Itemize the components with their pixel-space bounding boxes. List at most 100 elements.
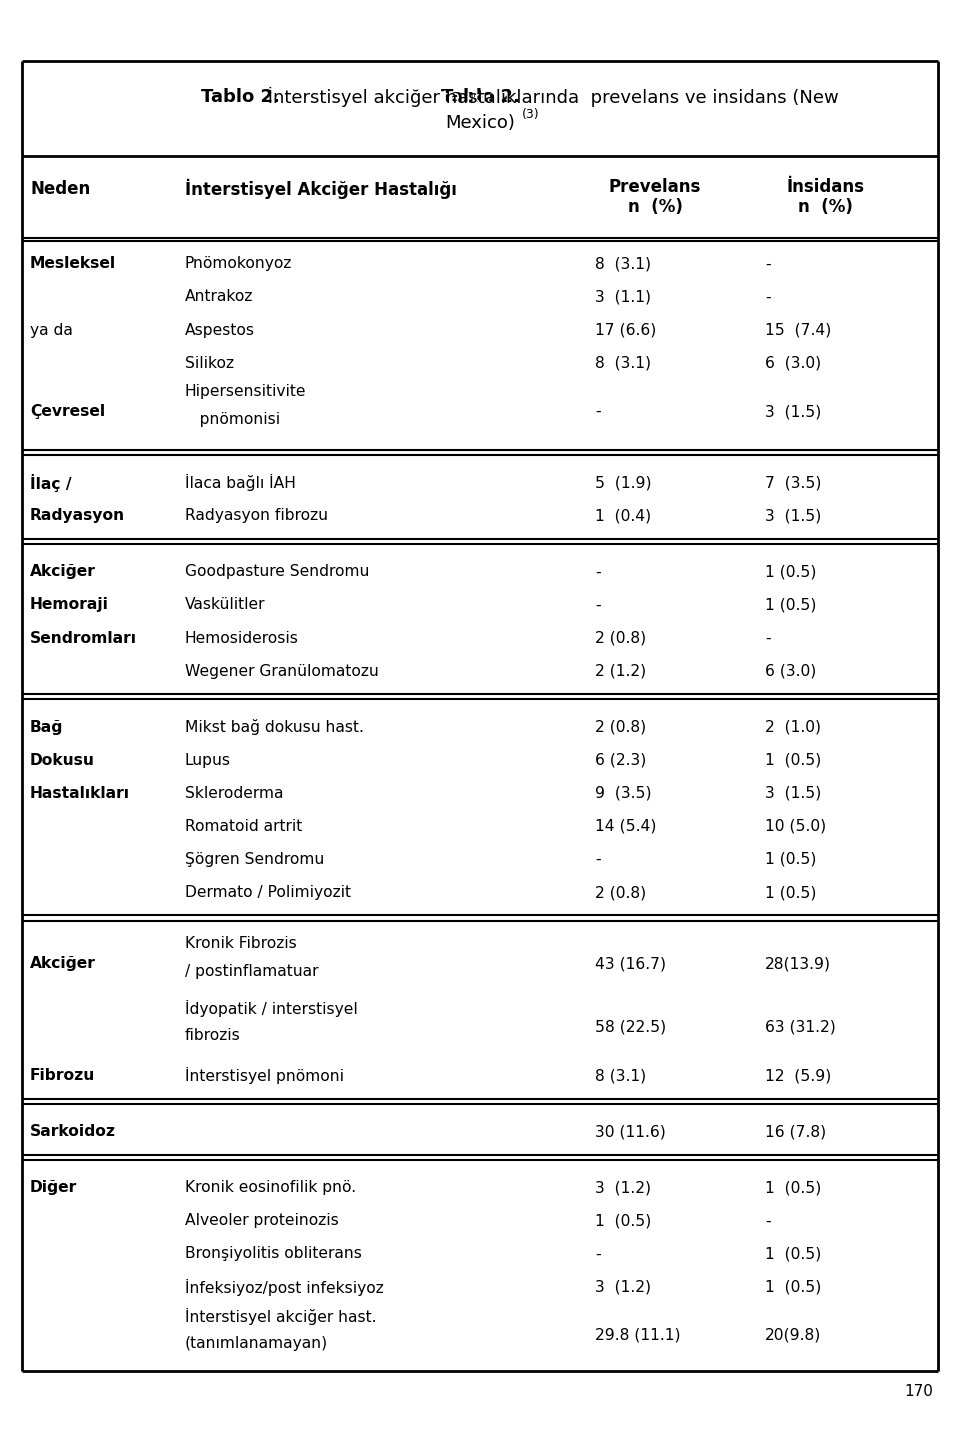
Text: 9  (3.5): 9 (3.5) <box>595 786 652 801</box>
Text: Kronik eosinofilik pnö.: Kronik eosinofilik pnö. <box>185 1180 356 1196</box>
Text: İnterstisyel akciğer hast.: İnterstisyel akciğer hast. <box>185 1307 376 1325</box>
Text: 1  (0.5): 1 (0.5) <box>765 753 821 768</box>
Text: 3  (1.5): 3 (1.5) <box>765 403 821 419</box>
Text: / postinflamatuar: / postinflamatuar <box>185 963 319 979</box>
Text: Radyasyon: Radyasyon <box>30 508 125 524</box>
Text: 1 (0.5): 1 (0.5) <box>765 598 816 612</box>
Text: Neden: Neden <box>30 180 90 197</box>
Text: 30 (11.6): 30 (11.6) <box>595 1125 665 1139</box>
Text: 8  (3.1): 8 (3.1) <box>595 257 651 271</box>
Text: 3  (1.5): 3 (1.5) <box>765 786 821 801</box>
Text: 7  (3.5): 7 (3.5) <box>765 476 822 490</box>
Text: 2  (1.0): 2 (1.0) <box>765 720 821 734</box>
Text: 1 (0.5): 1 (0.5) <box>765 885 816 900</box>
Text: Lupus: Lupus <box>185 753 231 768</box>
Text: 3  (1.2): 3 (1.2) <box>595 1180 651 1196</box>
Text: İlaca bağlı İAH: İlaca bağlı İAH <box>185 474 296 492</box>
Text: 3  (1.5): 3 (1.5) <box>765 508 821 524</box>
Text: Bağ: Bağ <box>30 720 63 734</box>
Text: Şögren Sendromu: Şögren Sendromu <box>185 852 324 866</box>
Text: 2 (0.8): 2 (0.8) <box>595 720 646 734</box>
Text: 10 (5.0): 10 (5.0) <box>765 818 827 834</box>
Text: 5  (1.9): 5 (1.9) <box>595 476 652 490</box>
Text: ya da: ya da <box>30 322 73 338</box>
Text: 58 (22.5): 58 (22.5) <box>595 1020 666 1035</box>
Text: İnterstisyel Akciğer Hastalığı: İnterstisyel Akciğer Hastalığı <box>185 178 457 199</box>
Text: 1 (0.5): 1 (0.5) <box>765 852 816 866</box>
Text: İlaç /: İlaç / <box>30 474 71 492</box>
Text: 16 (7.8): 16 (7.8) <box>765 1125 827 1139</box>
Text: 6 (3.0): 6 (3.0) <box>765 663 816 679</box>
Text: İnsidans: İnsidans <box>786 177 864 196</box>
Text: 12  (5.9): 12 (5.9) <box>765 1068 831 1084</box>
Text: Hemoraji: Hemoraji <box>30 598 108 612</box>
Text: -: - <box>765 631 771 646</box>
Text: Mesleksel: Mesleksel <box>30 257 116 271</box>
Text: Antrakoz: Antrakoz <box>185 290 253 305</box>
Text: fibrozis: fibrozis <box>185 1027 241 1043</box>
Text: Alveoler proteinozis: Alveoler proteinozis <box>185 1213 339 1229</box>
Text: -: - <box>595 1246 601 1261</box>
Text: Prevelans: Prevelans <box>609 177 701 196</box>
Text: Diğer: Diğer <box>30 1180 77 1196</box>
Text: 1  (0.5): 1 (0.5) <box>595 1213 651 1229</box>
Text: İnfeksiyoz/post infeksiyoz: İnfeksiyoz/post infeksiyoz <box>185 1278 384 1296</box>
Text: Tablo 2. İnterstisyel akciğer hastalıklarında  prevelans ve insidans (New: Tablo 2. İnterstisyel akciğer hastalıkla… <box>156 87 804 106</box>
Text: İdyopatik / interstisyel: İdyopatik / interstisyel <box>185 1000 358 1017</box>
Text: (tanımlanamayan): (tanımlanamayan) <box>185 1336 328 1351</box>
Text: Pnömokonyoz: Pnömokonyoz <box>185 257 293 271</box>
Text: -: - <box>595 564 601 579</box>
Text: 43 (16.7): 43 (16.7) <box>595 956 666 971</box>
Text: 2 (0.8): 2 (0.8) <box>595 885 646 900</box>
Text: Akciğer: Akciğer <box>30 956 96 971</box>
Text: -: - <box>765 1213 771 1229</box>
Text: n  (%): n (%) <box>798 197 852 216</box>
Text: pnömonisi: pnömonisi <box>185 412 280 427</box>
Text: 20(9.8): 20(9.8) <box>765 1328 821 1342</box>
Text: Dermato / Polimiyozit: Dermato / Polimiyozit <box>185 885 351 900</box>
Text: Wegener Granülomatozu: Wegener Granülomatozu <box>185 663 379 679</box>
Text: Tablo 2.: Tablo 2. <box>201 87 279 106</box>
Text: 1  (0.4): 1 (0.4) <box>595 508 651 524</box>
Text: Bronşiyolitis obliterans: Bronşiyolitis obliterans <box>185 1246 362 1261</box>
Text: 170: 170 <box>904 1383 933 1399</box>
Text: Sarkoidoz: Sarkoidoz <box>30 1125 116 1139</box>
Text: 1  (0.5): 1 (0.5) <box>765 1280 821 1294</box>
Text: 8 (3.1): 8 (3.1) <box>595 1068 646 1084</box>
Text: İnterstisyel akciğer hastalıklarında  prevelans ve insidans (New: İnterstisyel akciğer hastalıklarında pre… <box>262 87 839 106</box>
Text: Kronik Fibrozis: Kronik Fibrozis <box>185 936 297 950</box>
Text: 1  (0.5): 1 (0.5) <box>765 1246 821 1261</box>
Text: Akciğer: Akciğer <box>30 564 96 579</box>
Text: İnterstisyel pnömoni: İnterstisyel pnömoni <box>185 1068 344 1084</box>
Text: 14 (5.4): 14 (5.4) <box>595 818 657 834</box>
Text: Mexico): Mexico) <box>445 113 515 132</box>
Text: 1 (0.5): 1 (0.5) <box>765 564 816 579</box>
Text: Tablo 2.: Tablo 2. <box>441 87 519 106</box>
Text: 6  (3.0): 6 (3.0) <box>765 355 821 370</box>
Text: Vaskülitler: Vaskülitler <box>185 598 266 612</box>
Text: -: - <box>765 290 771 305</box>
Text: 2 (0.8): 2 (0.8) <box>595 631 646 646</box>
Text: 1  (0.5): 1 (0.5) <box>765 1180 821 1196</box>
Text: 2 (1.2): 2 (1.2) <box>595 663 646 679</box>
Text: -: - <box>595 403 601 419</box>
Text: 3  (1.1): 3 (1.1) <box>595 290 651 305</box>
Text: Aspestos: Aspestos <box>185 322 255 338</box>
Text: -: - <box>595 852 601 866</box>
Text: 29.8 (11.1): 29.8 (11.1) <box>595 1328 681 1342</box>
Text: 8  (3.1): 8 (3.1) <box>595 355 651 370</box>
Text: 15  (7.4): 15 (7.4) <box>765 322 831 338</box>
Text: 6 (2.3): 6 (2.3) <box>595 753 646 768</box>
Text: (3): (3) <box>522 107 540 120</box>
Text: Çevresel: Çevresel <box>30 403 106 419</box>
Text: -: - <box>595 598 601 612</box>
Text: Dokusu: Dokusu <box>30 753 95 768</box>
Text: Goodpasture Sendromu: Goodpasture Sendromu <box>185 564 370 579</box>
Text: 17 (6.6): 17 (6.6) <box>595 322 657 338</box>
Text: n  (%): n (%) <box>628 197 683 216</box>
Text: -: - <box>765 257 771 271</box>
Text: Sendromları: Sendromları <box>30 631 137 646</box>
Text: 28(13.9): 28(13.9) <box>765 956 831 971</box>
Text: Hipersensitivite: Hipersensitivite <box>185 383 306 399</box>
Text: Radyasyon fibrozu: Radyasyon fibrozu <box>185 508 328 524</box>
